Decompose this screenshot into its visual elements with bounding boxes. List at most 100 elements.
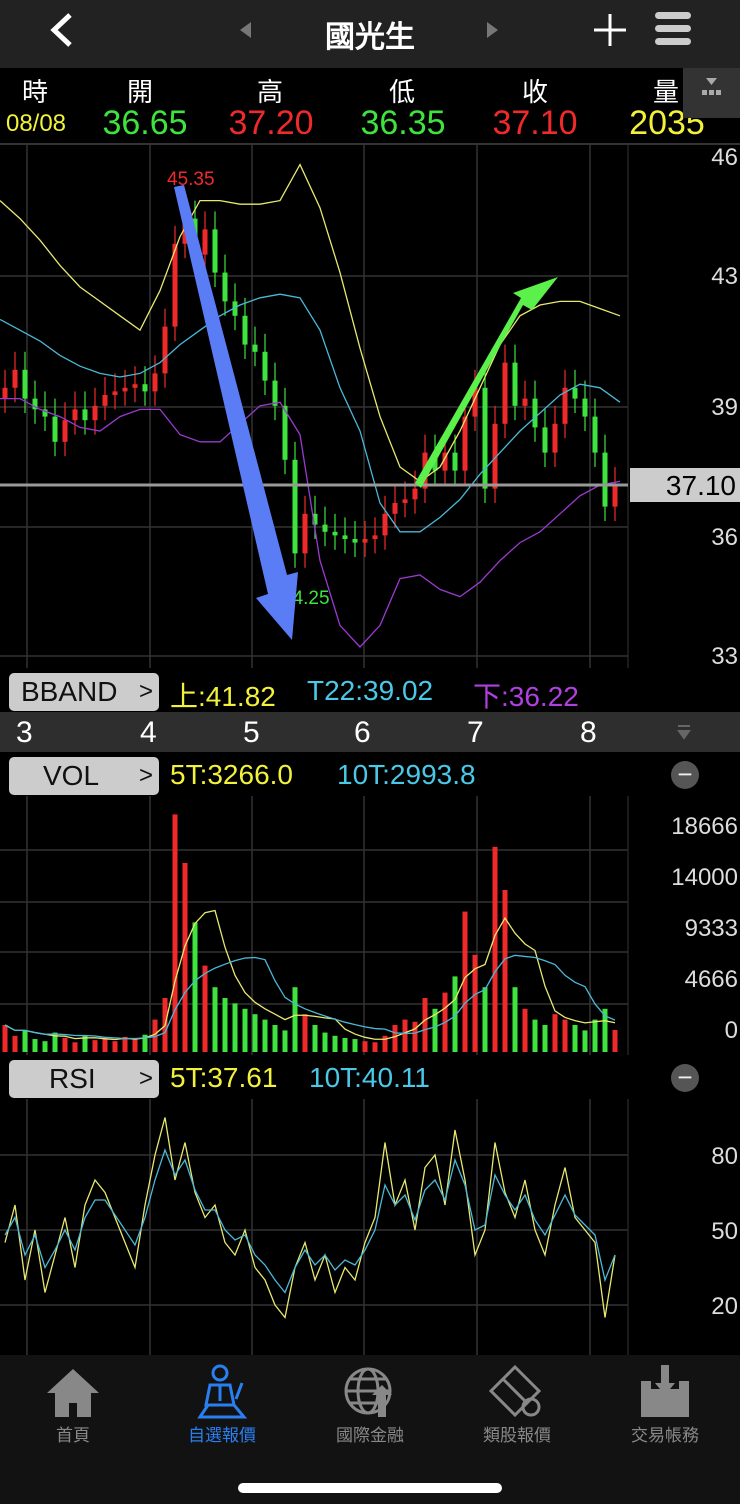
vol-y-tick: 18666 bbox=[671, 813, 738, 840]
candle-body bbox=[272, 380, 278, 406]
candle-body bbox=[572, 387, 578, 399]
volume-bar bbox=[12, 1035, 18, 1052]
bband-button[interactable]: BBAND > bbox=[9, 673, 159, 711]
tab-label: 類股報價 bbox=[483, 1426, 551, 1445]
volume-bar bbox=[502, 890, 508, 1052]
remove-vol-icon[interactable]: − bbox=[671, 761, 699, 789]
rsi10-line bbox=[4, 1148, 616, 1294]
volume-bar bbox=[92, 1040, 98, 1052]
volume-bar bbox=[382, 1035, 388, 1052]
volume-bar bbox=[462, 911, 468, 1052]
candle-body bbox=[62, 420, 68, 442]
bband-lower: 下:36.22 bbox=[473, 681, 579, 712]
axis-panel bbox=[628, 796, 740, 1055]
volume-bar bbox=[252, 1014, 258, 1052]
vol-ma5: 5T:3266.0 bbox=[170, 759, 293, 790]
candle-body bbox=[22, 369, 28, 399]
previous-stock-icon[interactable] bbox=[240, 22, 252, 38]
tab-watchlist[interactable]: 自選報價 bbox=[162, 1363, 282, 1446]
volume-chart: 18666 14000 9333 4666 0 bbox=[0, 796, 740, 1055]
candle-body bbox=[372, 535, 378, 539]
candle-body bbox=[52, 416, 58, 442]
candle-body bbox=[352, 539, 358, 543]
label-open: 開 bbox=[126, 77, 153, 107]
vol-button[interactable]: VOL > bbox=[9, 757, 159, 795]
candle-body bbox=[322, 524, 328, 532]
candle-body bbox=[142, 384, 148, 392]
candle-body bbox=[122, 387, 128, 392]
tab-sector-quotes[interactable]: 類股報價 bbox=[457, 1363, 577, 1446]
volume-bar bbox=[602, 1008, 608, 1052]
volume-bar bbox=[152, 1019, 158, 1052]
date-value: 08/08 bbox=[5, 110, 67, 137]
collapse-arrow-icon[interactable] bbox=[676, 724, 692, 742]
candle-body bbox=[542, 427, 548, 453]
rsi-button[interactable]: RSI > bbox=[9, 1060, 159, 1098]
volume-bar bbox=[352, 1039, 358, 1052]
bband-indicator-row: BBAND > 上:41.82 T22:39.02 下:36.22 bbox=[0, 668, 740, 712]
chevron-right-icon: > bbox=[138, 762, 153, 789]
current-price-box bbox=[630, 468, 740, 502]
expand-dropdown-button[interactable] bbox=[683, 68, 740, 118]
candle-body bbox=[482, 387, 488, 489]
candle-body bbox=[362, 539, 368, 543]
candle-body bbox=[232, 301, 238, 316]
tab-label: 自選報價 bbox=[188, 1426, 256, 1445]
candle-body bbox=[82, 409, 88, 421]
y-tick-label: 43 bbox=[711, 263, 738, 290]
candle-body bbox=[342, 535, 348, 539]
volume-bar bbox=[402, 1019, 408, 1052]
open-value: 36.65 bbox=[102, 104, 188, 142]
rsi-ma5: 5T:37.61 bbox=[170, 1062, 278, 1093]
inbox-download-icon bbox=[641, 1365, 689, 1417]
bband-mid-line bbox=[0, 293, 621, 533]
remove-rsi-icon[interactable]: − bbox=[671, 1064, 699, 1092]
candle-body bbox=[172, 243, 178, 327]
tab-international[interactable]: 國際金融 bbox=[310, 1363, 430, 1446]
vol-button-label: VOL bbox=[43, 760, 100, 791]
bband-lower-line bbox=[0, 397, 621, 648]
volume-bar bbox=[42, 1041, 48, 1052]
person-desk-icon bbox=[197, 1364, 248, 1419]
volume-bar bbox=[522, 1008, 528, 1052]
menu-hamburger-icon[interactable] bbox=[654, 10, 692, 48]
candle-body bbox=[502, 362, 508, 424]
candle-body bbox=[452, 452, 458, 471]
back-chevron-icon[interactable] bbox=[48, 12, 74, 48]
y-tick-label: 46 bbox=[711, 145, 738, 171]
volume-bar bbox=[392, 1025, 398, 1052]
candle-body bbox=[462, 416, 468, 471]
close-value: 37.10 bbox=[492, 104, 578, 142]
up-trend-arrow bbox=[415, 277, 558, 488]
candle-body bbox=[532, 398, 538, 428]
add-plus-icon[interactable] bbox=[592, 12, 628, 48]
stock-title: 國光生 bbox=[325, 21, 415, 54]
candle-body bbox=[472, 387, 478, 417]
volume-bar bbox=[242, 1008, 248, 1052]
high-price-label: 45.35 bbox=[167, 169, 215, 190]
candle-body bbox=[412, 488, 418, 500]
volume-bar bbox=[452, 976, 458, 1052]
candle-body bbox=[92, 405, 98, 421]
candle-body bbox=[132, 384, 138, 388]
volume-bar bbox=[612, 1030, 618, 1052]
candle-body bbox=[112, 391, 118, 395]
candle-body bbox=[312, 513, 318, 525]
tab-home[interactable]: 首頁 bbox=[13, 1363, 133, 1446]
volume-bar bbox=[432, 1008, 438, 1052]
vol-y-tick: 4666 bbox=[685, 966, 738, 993]
rsi-indicator-row: RSI > 5T:37.61 10T:40.11 − bbox=[0, 1055, 740, 1099]
bband-upper-line bbox=[0, 163, 621, 483]
tab-trading-account[interactable]: 交易帳務 bbox=[605, 1363, 725, 1446]
volume-bar bbox=[202, 965, 208, 1052]
x-tick: 8 bbox=[580, 716, 597, 749]
volume-bar bbox=[192, 922, 198, 1052]
candle-body bbox=[522, 398, 528, 406]
bband-mid: T22:39.02 bbox=[307, 675, 434, 706]
top-nav-bar: 國光生 bbox=[0, 0, 740, 68]
next-stock-icon[interactable] bbox=[487, 22, 499, 38]
current-price-label: 37.10 bbox=[666, 470, 736, 501]
candle-body bbox=[332, 531, 338, 536]
candle-body bbox=[202, 229, 208, 255]
